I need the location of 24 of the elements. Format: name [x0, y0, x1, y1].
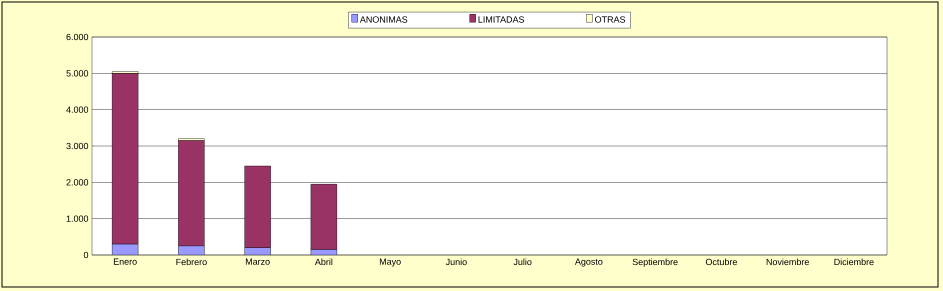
- legend-label: LIMITADAS: [478, 16, 524, 23]
- legend-label: OTRAS: [595, 16, 626, 23]
- x-tick-label: Enero: [114, 258, 137, 265]
- legend-label: ANONIMAS: [360, 16, 408, 23]
- x-tick-label: Noviembre: [766, 258, 809, 266]
- y-tick-label: 0: [84, 252, 88, 258]
- x-tick-label: Agosto: [574, 258, 602, 267]
- x-tick-label: Julio: [514, 258, 532, 266]
- x-tick-label: Diciembre: [834, 258, 874, 266]
- y-tick-label: 6.000: [66, 34, 88, 40]
- y-tick-label: 1.000: [66, 215, 88, 222]
- x-tick-label: Junio: [446, 258, 467, 266]
- bar: [178, 246, 204, 255]
- x-tick-label: Marzo: [246, 258, 270, 265]
- x-tick-label: Septiembre: [632, 258, 678, 267]
- y-tick-label: 4.000: [66, 106, 88, 113]
- x-tick-label: Febrero: [176, 258, 207, 266]
- y-tick-label: 2.000: [66, 179, 88, 186]
- x-tick-label: Mayo: [380, 258, 401, 267]
- x-tick-label: Octubre: [706, 258, 737, 266]
- y-tick-label: 3.000: [66, 142, 88, 150]
- bar: [112, 244, 138, 255]
- y-tick-label: 5.000: [66, 70, 88, 77]
- x-tick-label: Abril: [314, 258, 332, 266]
